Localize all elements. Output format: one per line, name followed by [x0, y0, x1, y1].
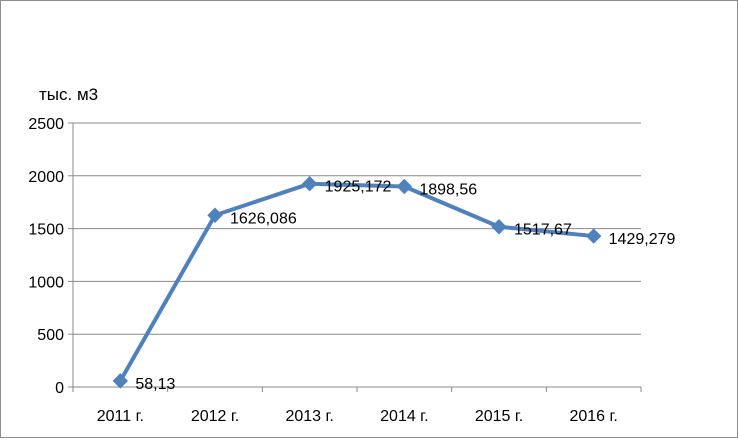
series-layer: [112, 175, 602, 389]
data-point-marker: [396, 178, 413, 195]
y-tick-label: 500: [37, 327, 64, 344]
data-point-marker: [301, 175, 318, 192]
x-tick-label: 2012 г.: [191, 408, 239, 425]
series-line: [118, 181, 594, 382]
data-label: 1517,67: [514, 222, 572, 239]
data-point-marker: [491, 219, 507, 235]
data-label: 1925,172: [325, 179, 392, 196]
x-tick-label: 2013 г.: [285, 408, 333, 425]
x-tick-label: 2016 г.: [569, 408, 617, 425]
y-tick-label: 2500: [28, 116, 64, 133]
x-tick-labels: 2011 г. 2012 г. 2013 г. 2014 г. 2015 г. 2016 …: [97, 408, 618, 425]
y-axis-unit-label: тыс. м3: [39, 85, 98, 104]
axes: [68, 122, 642, 392]
data-point-marker: [112, 373, 129, 389]
grid-lines: [73, 122, 641, 335]
data-labels: 58,13 1626,086 1925,172 1898,56 1517,67 1429,…: [135, 179, 675, 393]
y-tick-labels: 0 500 1000 1500 2000 2500: [28, 116, 64, 397]
data-label: 1626,086: [230, 210, 297, 227]
data-label: 1429,279: [609, 231, 676, 248]
y-tick-label: 1500: [28, 222, 64, 239]
y-tick-label: 1000: [28, 274, 64, 291]
data-point-marker: [585, 228, 602, 244]
x-tick-label: 2015 г.: [475, 408, 523, 425]
y-tick-label: 0: [55, 380, 64, 397]
x-tick-label: 2014 г.: [380, 408, 428, 425]
x-tick-label: 2011 г.: [97, 408, 144, 425]
y-tick-label: 2000: [28, 169, 64, 186]
data-point-marker: [207, 207, 223, 223]
data-label: 1898,56: [419, 182, 477, 199]
data-label: 58,13: [135, 376, 175, 393]
